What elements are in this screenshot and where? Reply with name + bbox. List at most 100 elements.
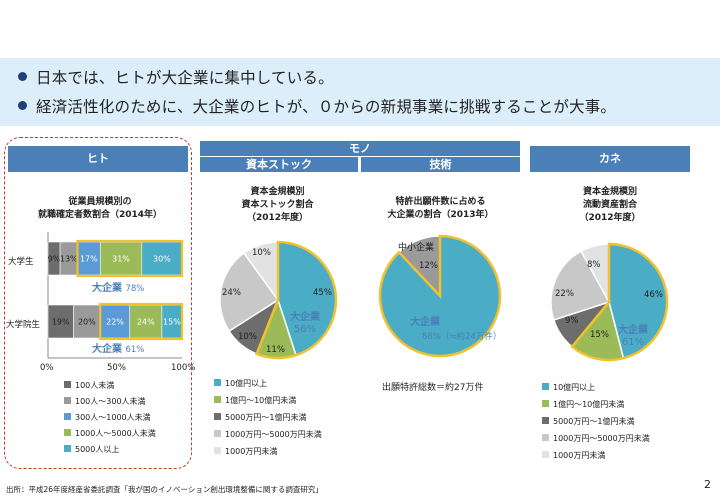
pie1-legend-item: 1000万円未満 [214, 446, 277, 457]
pie-slice-label: 11% [266, 345, 285, 355]
pie-slice-label: 12% [419, 261, 438, 271]
bar-legend-item: 1000人～5000人未満 [64, 428, 156, 439]
legend-label: 1億円～10億円未満 [553, 400, 625, 409]
header-kane: カネ [530, 146, 690, 172]
bullet-2-text: 経済活性化のために、大企業のヒトが、０からの新規事業に挑戦することが大事。 [36, 98, 617, 116]
hito-highlight-frame [4, 137, 192, 469]
bar-data-label: 20% [78, 318, 96, 327]
legend-label: 100人未満 [75, 381, 115, 390]
bullet-1-text: 日本では、ヒトが大企業に集中している。 [36, 69, 334, 87]
pie-slice-label: 8% [587, 260, 601, 270]
large-company-outline [255, 240, 338, 360]
pie-slice-label: 45% [313, 288, 332, 298]
bar-segment [129, 304, 163, 339]
pie1-annotation: 大企業 56% [290, 312, 320, 336]
header-mono: モノ [200, 141, 520, 156]
bar-data-label: 24% [137, 318, 155, 327]
legend-swatch [214, 396, 221, 403]
header-gijutsu: 技術 [361, 157, 520, 172]
bar-segment [73, 304, 101, 339]
legend-label: 10億円以上 [225, 379, 268, 388]
bar-annotation-label: 大企業 [92, 283, 122, 294]
source-footnote: 出所：平成26年度経産省委託調査「我が国のイノベーション創出環境整備に関する調査… [6, 485, 323, 494]
pie3-legend-item: 1000万円未満 [542, 450, 605, 461]
summary-banner: 日本では、ヒトが大企業に集中している。 経済活性化のために、大企業のヒトが、０か… [0, 58, 720, 126]
pie-annotation-value: 56% [293, 324, 317, 335]
bar-segment [141, 241, 183, 276]
pie-slice-label: 88%（≒約24万件） [422, 332, 502, 342]
pie-annotation-label: 大企業 [290, 312, 320, 323]
large-company-outline [378, 234, 502, 358]
legend-label: 1000万円未満 [553, 451, 606, 460]
x-tick-label: 100% [171, 363, 196, 373]
legend-swatch [214, 379, 221, 386]
bar-data-label: 13% [60, 255, 78, 264]
bar-annotation-1: 大企業 78% [92, 279, 144, 294]
legend-swatch [64, 381, 71, 388]
bar-data-label: 17% [80, 255, 98, 264]
pie1-legend-item: 5000万円～1億円未満 [214, 412, 306, 423]
bullet-dot-icon [18, 101, 27, 110]
legend-swatch [214, 413, 221, 420]
legend-swatch [542, 417, 549, 424]
legend-swatch [64, 445, 71, 452]
legend-label: 5000万円～1億円未満 [225, 413, 307, 422]
legend-swatch [542, 451, 549, 458]
bullet-1: 日本では、ヒトが大企業に集中している。 [18, 66, 334, 88]
chart-title-employees: 従業員規模別の 就職確定者数割合（2014年） [37, 197, 163, 220]
pie-slice [550, 250, 611, 321]
bar-annotation-value: 61% [125, 345, 145, 355]
current-assets-pie [550, 242, 669, 362]
pie3-legend-item: 10億円以上 [542, 382, 595, 393]
bar-legend-item: 100人～300人未満 [64, 396, 146, 407]
pie-slice [219, 252, 280, 333]
legend-label: 5000万円～1億円未満 [553, 417, 635, 426]
bar-legend-item: 5000人以上 [64, 444, 119, 455]
pie-slice-label: 15% [590, 330, 609, 340]
legend-label: 10億円以上 [553, 383, 596, 392]
pie1-legend-item: 1000万円～5000万円未満 [214, 429, 322, 440]
bar-data-label: 19% [52, 318, 70, 327]
bullet-2: 経済活性化のために、大企業のヒトが、０からの新規事業に挑戦することが大事。 [18, 95, 616, 117]
bar-segment [47, 304, 74, 339]
legend-swatch [542, 434, 549, 441]
legend-swatch [64, 413, 71, 420]
bar-segment [99, 304, 131, 339]
x-tick-label: 0% [40, 363, 54, 373]
legend-swatch [214, 447, 221, 454]
bar-data-label: 9% [48, 255, 61, 264]
chart-title-capital-stock: 資本金規模別 資本ストック割合 （2012年度） [241, 187, 314, 223]
legend-label: 1000人～5000人未満 [75, 429, 156, 438]
header-hito: ヒト [8, 146, 188, 172]
large-company-outline [76, 239, 184, 278]
bar-annotation-2: 大企業 61% [92, 340, 144, 355]
pie-slice-label: 22% [555, 289, 574, 299]
legend-swatch [542, 383, 549, 390]
bar-data-label: 15% [163, 318, 181, 327]
legend-swatch [214, 430, 221, 437]
pie-slice-label: 24% [222, 288, 241, 298]
bar-annotation-value: 78% [125, 284, 145, 294]
legend-swatch [64, 397, 71, 404]
pie-slice-label: 46% [644, 290, 663, 300]
bar-legend-item: 300人～1000人未満 [64, 412, 151, 423]
large-company-outline [99, 302, 184, 341]
bar-data-label: 30% [153, 255, 171, 264]
x-tick-label: 50% [107, 363, 126, 373]
legend-swatch [542, 400, 549, 407]
bar-category-label: 大学生 [8, 257, 34, 267]
bar-data-label: 22% [106, 318, 124, 327]
pie-slice-label: 10% [238, 332, 257, 342]
bar-data-label: 31% [112, 255, 130, 264]
pie1-legend-item: 10億円以上 [214, 378, 267, 389]
legend-label: 1億円～10億円未満 [225, 396, 297, 405]
header-shihon: 資本ストック [200, 157, 358, 172]
pie3-annotation: 大企業 61% [618, 325, 648, 349]
pie3-legend-item: 1億円～10億円未満 [542, 399, 624, 410]
large-company-outline [570, 242, 669, 362]
page-number: 2 [704, 478, 711, 491]
bullet-dot-icon [18, 72, 27, 81]
bar-annotation-label: 大企業 [92, 344, 122, 355]
pie3-legend-item: 5000万円～1億円未満 [542, 416, 634, 427]
bar-category-label: 大学院生 [6, 320, 41, 330]
